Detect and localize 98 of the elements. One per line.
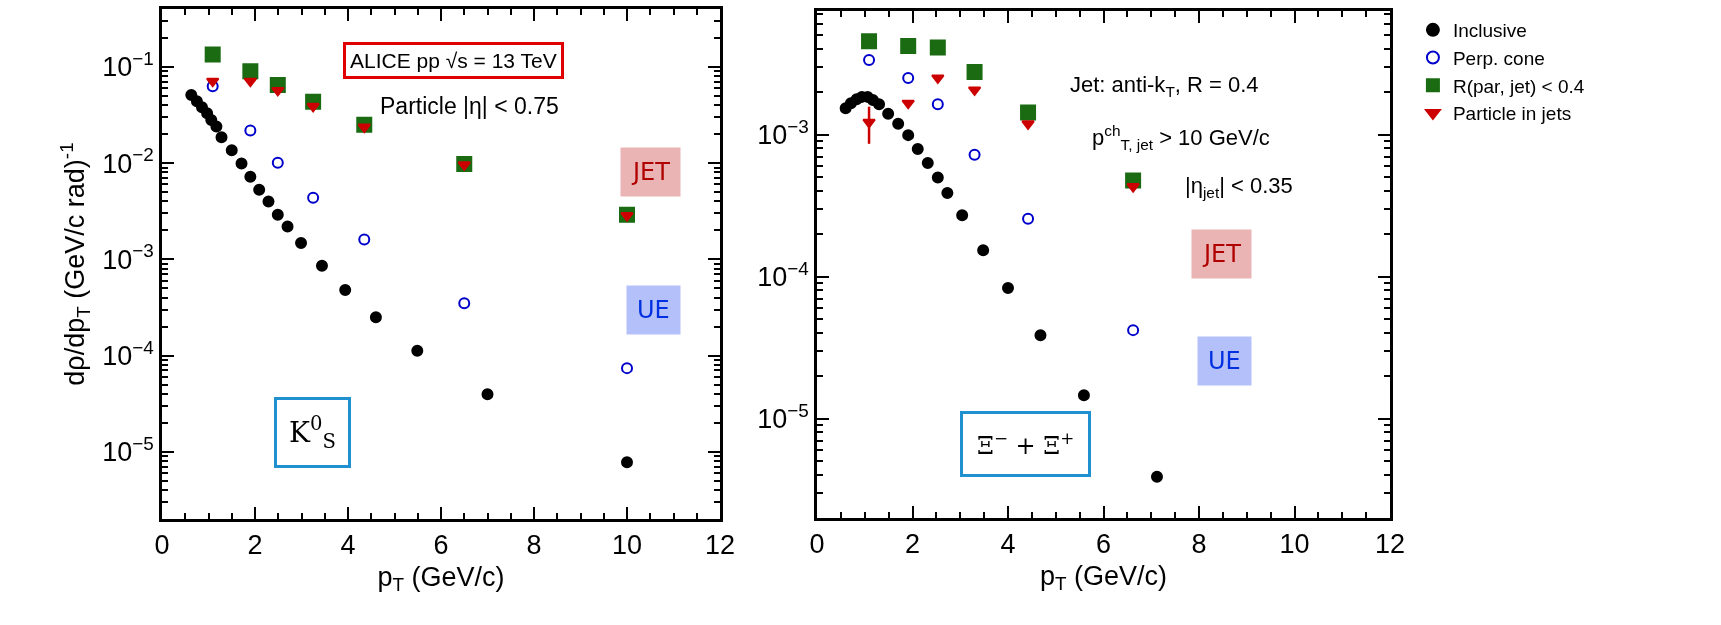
x-tick-label: 8 — [1191, 529, 1207, 560]
point — [911, 143, 924, 156]
y-tick-label: 10$^{−4}$ — [102, 336, 154, 371]
point — [966, 64, 983, 81]
point — [215, 131, 228, 144]
point — [481, 388, 494, 401]
point — [620, 212, 634, 222]
point — [271, 86, 285, 97]
legend-label: Perp. cone — [1452, 47, 1545, 69]
point — [204, 46, 221, 63]
annotation: ALICE pp √s = 13 TeV — [350, 49, 557, 72]
point — [306, 102, 320, 113]
x-tick-label: 10 — [1279, 529, 1310, 560]
point — [262, 195, 275, 208]
annotation: Ξ$^{−}$ + Ξ̄$^{+}$ — [977, 428, 1075, 461]
point — [307, 191, 320, 204]
point — [621, 456, 633, 469]
annotation: JET — [631, 158, 671, 186]
point — [358, 233, 371, 246]
point — [929, 39, 946, 56]
point — [892, 117, 905, 130]
point — [921, 157, 934, 170]
y-tick-label: 10$^{−3}$ — [757, 115, 809, 150]
point — [621, 362, 633, 375]
point — [902, 129, 915, 142]
point — [411, 344, 424, 357]
y-tick-label: 10$^{−3}$ — [102, 240, 154, 275]
point — [242, 63, 259, 80]
legend-label: Particle in jets — [1452, 103, 1572, 125]
x-axis-title: p$_{T}$ (GeV/c) — [377, 561, 505, 596]
x-tick-label: 4 — [1000, 529, 1016, 560]
point — [225, 144, 238, 157]
point — [1034, 329, 1047, 342]
x-tick-label: 0 — [809, 529, 825, 560]
legend-label: Inclusive — [1452, 20, 1527, 42]
annotation: UE — [637, 296, 670, 324]
y-tick-label: 10$^{−1}$ — [102, 48, 154, 83]
annotation: UE — [1208, 347, 1241, 375]
legend-label: R(par, jet) < 0.4 — [1452, 75, 1585, 97]
point — [902, 71, 915, 84]
point — [1126, 183, 1140, 193]
point — [339, 284, 352, 297]
x-tick-label: 2 — [247, 530, 263, 561]
y-tick-label: 10$^{−4}$ — [757, 257, 809, 293]
point — [968, 148, 981, 161]
point — [956, 209, 969, 222]
point — [1021, 120, 1035, 130]
annotation: Particle |η| < 0.75 — [380, 93, 559, 119]
x-tick-label: 4 — [340, 530, 356, 561]
point — [861, 33, 878, 50]
x-tick-label: 8 — [526, 530, 542, 561]
point — [862, 118, 876, 129]
annotation: JET — [1202, 240, 1242, 268]
point — [205, 77, 220, 88]
x-axis-title: p$_{T}$ (GeV/c) — [1039, 560, 1168, 595]
x-tick-label: 10 — [611, 530, 643, 561]
point — [873, 98, 886, 111]
point — [941, 187, 954, 200]
point — [271, 208, 284, 221]
point — [931, 98, 944, 111]
point — [295, 236, 308, 249]
point — [931, 171, 944, 184]
x-tick-label: 2 — [904, 529, 921, 560]
annotation: |η$_{jet}$| < 0.35 — [1185, 173, 1293, 201]
annotation: Jet: anti-k$_{T}$, R = 0.4 — [1070, 72, 1259, 100]
point — [253, 183, 266, 196]
point — [931, 74, 945, 84]
point — [235, 157, 248, 170]
point — [1020, 104, 1037, 121]
point — [244, 124, 257, 137]
point — [315, 259, 328, 272]
y-tick-label: 10$^{−5}$ — [102, 432, 154, 468]
x-tick-label: 12 — [704, 530, 736, 561]
point — [977, 244, 990, 257]
y-tick-label: 10$^{−5}$ — [757, 399, 809, 435]
point — [369, 311, 382, 324]
point — [1022, 212, 1035, 225]
point — [863, 53, 876, 66]
point — [357, 123, 372, 134]
annotation: p$^{ch}$$_{T, jet}$ > 10 GeV/c — [1092, 122, 1270, 153]
point — [900, 37, 917, 54]
x-tick-label: 6 — [1095, 529, 1112, 560]
y-tick-label: 10$^{−2}$ — [102, 144, 154, 179]
point — [1002, 282, 1014, 295]
point — [1150, 470, 1163, 483]
x-tick-label: 6 — [433, 530, 449, 561]
point — [210, 120, 223, 133]
point — [1127, 324, 1140, 337]
point — [243, 77, 258, 88]
point — [271, 156, 284, 169]
point — [244, 170, 257, 183]
point — [882, 107, 895, 120]
point — [281, 220, 294, 233]
x-tick-label: 12 — [1374, 529, 1406, 560]
point — [901, 99, 915, 110]
point — [458, 297, 471, 310]
x-tick-label: 0 — [154, 530, 170, 561]
point — [1077, 389, 1090, 402]
